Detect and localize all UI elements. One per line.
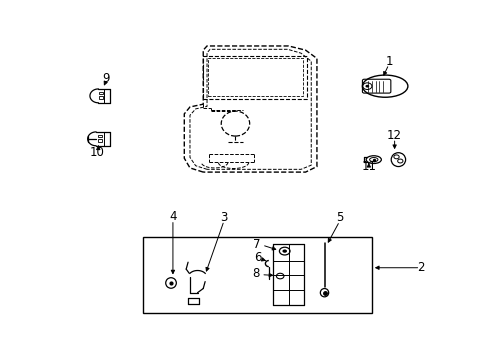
Text: 9: 9 bbox=[102, 72, 109, 85]
Text: 5: 5 bbox=[335, 211, 343, 224]
Text: 11: 11 bbox=[361, 160, 376, 173]
Bar bbox=[207, 58, 302, 96]
Text: 4: 4 bbox=[169, 210, 176, 223]
Text: 1: 1 bbox=[385, 55, 392, 68]
Bar bbox=[98, 135, 102, 138]
Text: 6: 6 bbox=[253, 251, 261, 264]
Bar bbox=[99, 96, 102, 99]
Bar bbox=[142, 237, 371, 314]
Circle shape bbox=[365, 85, 368, 87]
Text: 2: 2 bbox=[417, 261, 424, 274]
Circle shape bbox=[282, 249, 286, 253]
Text: 3: 3 bbox=[220, 211, 227, 224]
Bar bbox=[99, 92, 102, 94]
Text: 10: 10 bbox=[89, 146, 104, 159]
Text: 8: 8 bbox=[252, 267, 260, 280]
Text: 7: 7 bbox=[252, 238, 260, 251]
Text: 12: 12 bbox=[386, 129, 401, 142]
Bar bbox=[203, 56, 307, 99]
Bar bbox=[98, 139, 102, 142]
